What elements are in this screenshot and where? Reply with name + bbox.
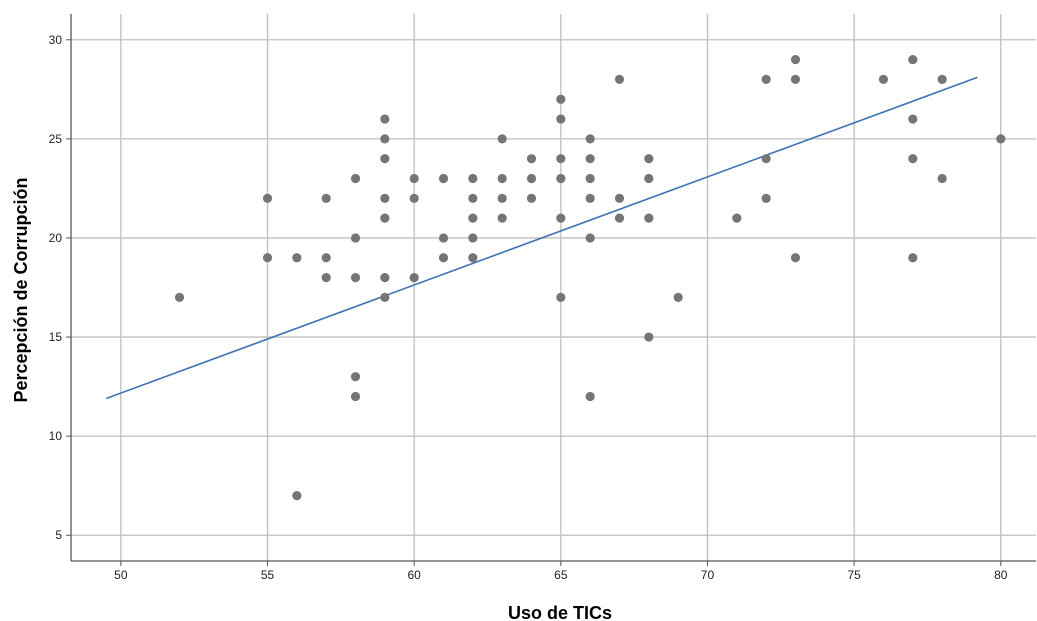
scatter-point [556,292,566,303]
scatter-point [908,253,918,263]
scatter-point [761,74,771,85]
scatter-point [350,372,361,382]
scatter-point [526,173,537,184]
scatter-point [468,193,478,203]
scatter-point [790,253,801,263]
x-tick-label: 80 [994,568,1008,582]
scatter-point [409,173,419,184]
y-tick-label: 5 [55,528,62,542]
scatter-point [262,253,273,263]
y-tick-label: 25 [49,132,63,146]
scatter-point [438,253,449,263]
scatter-point [614,213,625,223]
scatter-point [673,292,683,303]
scatter-point [321,253,331,263]
data-points [174,54,1006,501]
y-tick-label: 15 [49,330,63,344]
scatter-point [497,213,507,223]
grid-lines [71,14,1036,561]
x-tick-label: 65 [554,568,568,582]
scatter-point [262,193,273,203]
scatter-point [409,193,419,203]
scatter-point [790,74,801,85]
scatter-point [614,74,625,85]
scatter-point [321,193,331,203]
scatter-point [497,173,507,184]
y-tick-label: 10 [49,429,63,443]
scatter-point [350,233,361,243]
scatter-point [644,173,654,184]
scatter-point [409,272,419,283]
scatter-point [556,213,566,223]
scatter-point [497,193,507,203]
scatter-point [380,154,390,164]
x-tick-label: 75 [847,568,861,582]
scatter-point [468,253,478,263]
scatter-point [585,173,595,184]
scatter-point [585,391,595,402]
scatter-point [585,154,595,164]
scatter-point [908,114,918,124]
scatter-point [380,134,390,144]
scatter-point [878,74,889,85]
scatter-point [380,213,390,223]
y-tick-label: 30 [49,33,63,47]
scatter-point [526,154,537,164]
scatter-point [790,54,801,65]
scatter-point [585,233,595,243]
tick-labels: 50 55 60 65 70 75 80 5 10 15 20 25 30 [49,33,1008,582]
axes [66,14,1036,566]
scatter-point [908,154,918,164]
x-tick-label: 60 [407,568,421,582]
x-tick-label: 55 [261,568,275,582]
scatter-point [644,154,654,164]
scatter-point [292,253,302,263]
scatter-point [292,490,302,501]
scatter-point [321,272,331,283]
scatter-point [761,193,771,203]
scatter-point [438,233,449,243]
fit-line-layer [105,76,978,400]
x-tick-label: 50 [114,568,128,582]
y-axis-title: Percepción de Corrupción [11,177,31,402]
scatter-point [614,193,625,203]
scatter-point [497,134,507,144]
scatter-point [438,173,449,184]
scatter-point [585,193,595,203]
scatter-point [556,94,566,104]
scatter-point [556,173,566,184]
scatter-point [350,391,361,402]
scatter-point [468,173,478,184]
scatter-point [350,272,361,283]
scatter-point [380,193,390,203]
y-tick-label: 20 [49,231,63,245]
scatter-point [644,213,654,223]
scatter-point [526,193,537,203]
scatter-point [556,114,566,124]
x-axis-title: Uso de TICs [508,603,612,621]
scatter-point [937,74,947,85]
scatter-point [468,233,478,243]
scatter-point [380,114,390,124]
scatter-point [937,173,947,184]
scatter-point [761,154,771,164]
scatter-point [996,134,1006,144]
scatter-point [644,332,654,342]
regression-line [105,76,978,400]
scatter-point [468,213,478,223]
scatter-point [732,213,742,223]
scatter-point [174,292,185,303]
x-tick-label: 70 [701,568,715,582]
scatter-point [380,292,390,303]
scatter-point [585,134,595,144]
scatter-point [556,154,566,164]
scatter-point [908,54,918,65]
scatter-point [380,272,390,283]
scatter-point [350,173,361,184]
